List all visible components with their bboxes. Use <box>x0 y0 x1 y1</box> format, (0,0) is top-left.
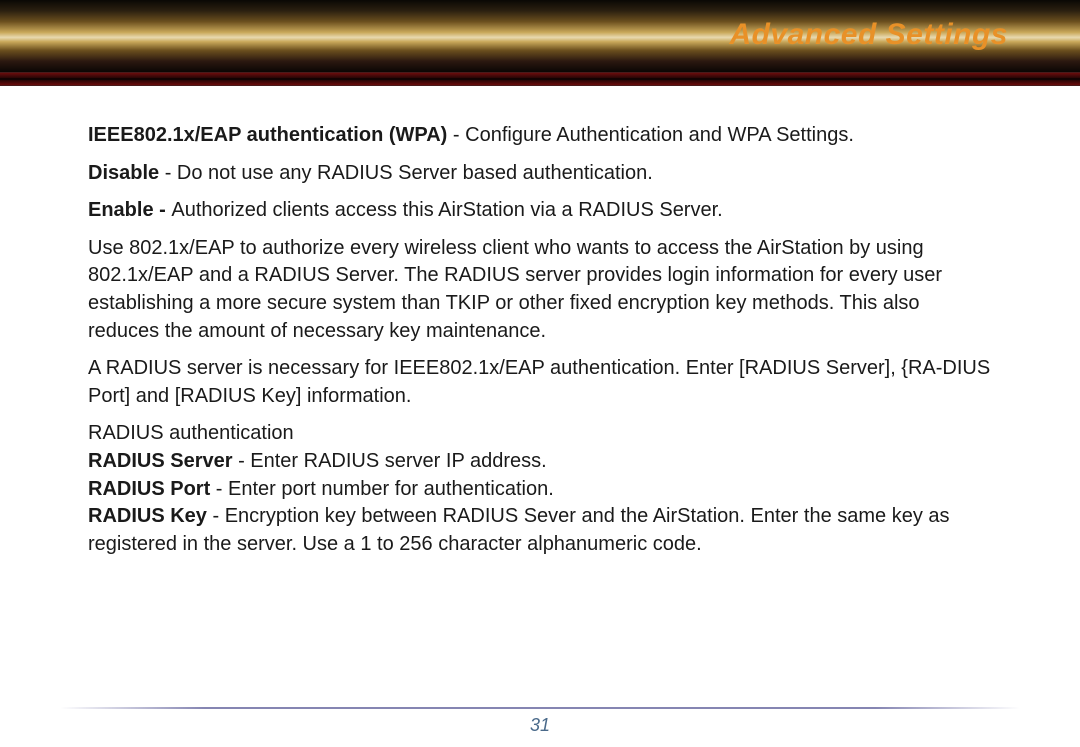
footer: 31 <box>0 707 1080 747</box>
paragraph-radius-needed: A RADIUS server is necessary for IEEE802… <box>88 355 992 410</box>
text-enable: Authorized clients access this AirStatio… <box>171 199 722 221</box>
paragraph-auth-wpa: IEEE802.1x/EAP authentication (WPA) - Co… <box>88 122 992 150</box>
label-enable: Enable - <box>88 199 171 221</box>
paragraph-disable: Disable - Do not use any RADIUS Server b… <box>88 160 992 188</box>
label-radius-key: RADIUS Key <box>88 505 207 527</box>
text-radius-port: - Enter port number for authentication. <box>210 478 554 500</box>
text-auth-wpa: - Configure Authentication and WPA Setti… <box>447 124 854 146</box>
page-number: 31 <box>0 715 1080 736</box>
text-radius-key: - Encryption key between RADIUS Sever an… <box>88 505 950 555</box>
label-radius-port: RADIUS Port <box>88 478 210 500</box>
body-content: IEEE802.1x/EAP authentication (WPA) - Co… <box>0 86 1080 558</box>
paragraph-use-eap: Use 802.1x/EAP to authorize every wirele… <box>88 235 992 345</box>
header-divider <box>0 72 1080 86</box>
label-radius-server: RADIUS Server <box>88 450 233 472</box>
text-disable: - Do not use any RADIUS Server based aut… <box>159 162 653 184</box>
text-radius-server: - Enter RADIUS server IP address. <box>233 450 547 472</box>
paragraph-radius-server: RADIUS Server - Enter RADIUS server IP a… <box>88 448 992 476</box>
label-disable: Disable <box>88 162 159 184</box>
footer-divider <box>60 707 1020 709</box>
paragraph-radius-port: RADIUS Port - Enter port number for auth… <box>88 476 992 504</box>
label-auth-wpa: IEEE802.1x/EAP authentication (WPA) <box>88 124 447 146</box>
paragraph-radius-key: RADIUS Key - Encryption key between RADI… <box>88 503 992 558</box>
paragraph-enable: Enable - Authorized clients access this … <box>88 197 992 225</box>
label-radius-auth: RADIUS authentication <box>88 420 992 448</box>
page-title: Advanced Settings <box>729 18 1008 52</box>
header-band: Advanced Settings <box>0 0 1080 72</box>
